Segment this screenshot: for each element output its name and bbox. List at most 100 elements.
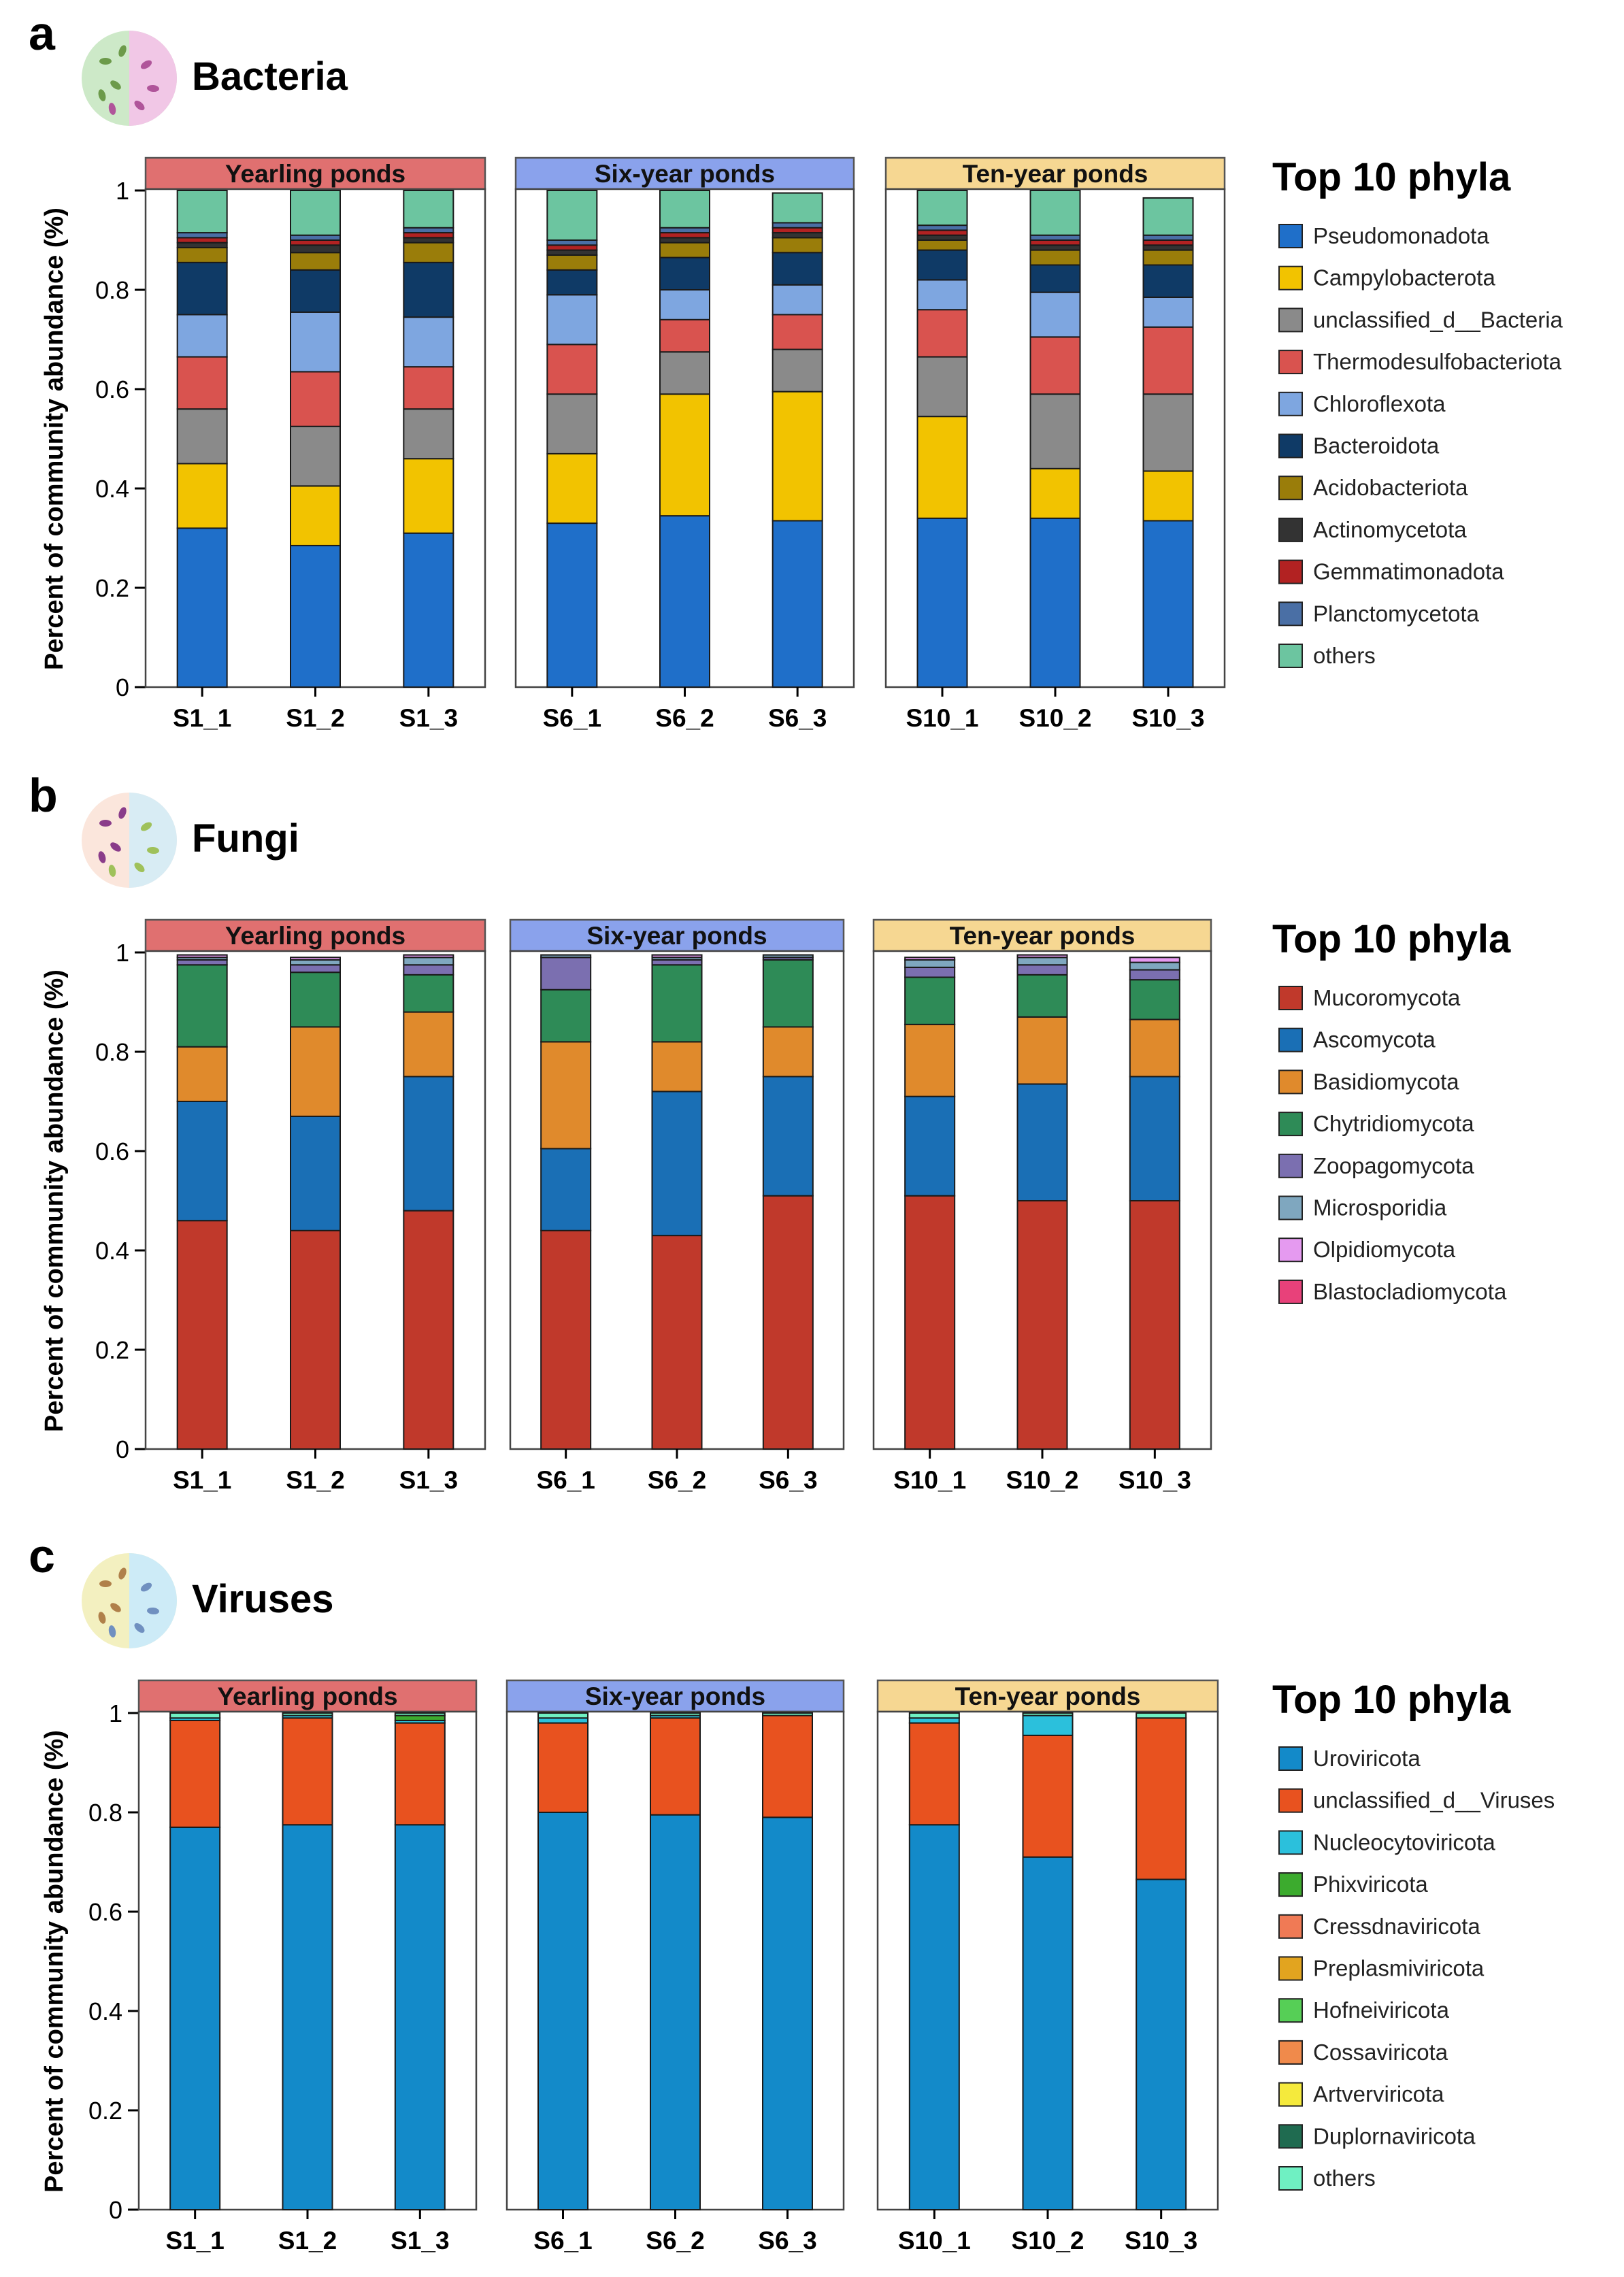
legend-swatch bbox=[1278, 1279, 1303, 1304]
facet-0: Yearling ponds S1_1 S1_2 S1_3 bbox=[144, 156, 486, 732]
bar-segment bbox=[916, 416, 968, 519]
bar-segment bbox=[403, 237, 454, 244]
icon-shape bbox=[147, 1607, 159, 1615]
facet-header bbox=[506, 1679, 845, 1713]
bar-segment bbox=[651, 954, 703, 959]
legend-swatch bbox=[1278, 2166, 1303, 2191]
bar-segment bbox=[1016, 957, 1068, 966]
bar-segment bbox=[1022, 1714, 1074, 1736]
bar-segment bbox=[176, 232, 228, 239]
bar-segment bbox=[394, 1714, 446, 1721]
bar-segment bbox=[651, 959, 703, 966]
legend-title: Top 10 phyla bbox=[1272, 917, 1511, 961]
x-tick-label: S6_2 bbox=[648, 1466, 706, 1494]
bar-segment bbox=[403, 532, 454, 688]
y-tick-label: 0.6 bbox=[88, 1898, 122, 1926]
bar-segment bbox=[659, 232, 710, 239]
bar-segment bbox=[176, 242, 228, 248]
bar-segment bbox=[1136, 1878, 1187, 2211]
facet-0: Yearling ponds S1_1 S1_2 S1_3 bbox=[137, 1679, 478, 2255]
bar-segment bbox=[762, 959, 814, 1028]
legend-entry: Actinomycetota bbox=[1313, 517, 1467, 542]
x-tick-label: S10_3 bbox=[1118, 1466, 1191, 1494]
bar-segment bbox=[537, 1812, 589, 2210]
x-tick-label: S1_2 bbox=[278, 2227, 337, 2255]
stacked-bar-S1_1 bbox=[176, 954, 228, 1450]
bar-segment bbox=[904, 1195, 956, 1450]
bar-segment bbox=[169, 1826, 221, 2210]
legend-entry: Ascomycota bbox=[1313, 1027, 1436, 1052]
bar-segment bbox=[1142, 326, 1194, 395]
y-axis: 0 0.2 0.4 0.6 0.8 1 bbox=[95, 177, 146, 701]
bar-segment bbox=[1029, 393, 1081, 469]
legend-entry: Cressdnaviricota bbox=[1313, 1914, 1480, 1939]
bar-segment bbox=[904, 1095, 956, 1197]
bar-segment bbox=[403, 261, 454, 318]
bar-segment bbox=[540, 1148, 592, 1231]
bar-segment bbox=[762, 1076, 814, 1197]
x-tick-label: S6_3 bbox=[758, 2227, 816, 2255]
bar-segment bbox=[169, 1712, 221, 1719]
legend-entry: Chytridiomycota bbox=[1313, 1111, 1474, 1136]
bar-segment bbox=[176, 954, 228, 959]
bar-segment bbox=[1129, 961, 1180, 971]
bar-segment bbox=[290, 190, 341, 236]
panel-letter: a bbox=[29, 7, 56, 60]
bar-segment bbox=[546, 239, 598, 246]
facet-header-label: Six-year ponds bbox=[595, 160, 775, 188]
legend-swatch bbox=[1278, 224, 1303, 248]
bar-segment bbox=[403, 190, 454, 229]
stacked-bar-S1_3 bbox=[403, 954, 454, 1450]
bar-segment bbox=[176, 190, 228, 234]
facet-0: Yearling ponds S1_1 S1_2 S1_3 bbox=[144, 918, 486, 1494]
bar-segment bbox=[1029, 264, 1081, 293]
icon-shape bbox=[110, 80, 121, 90]
icon-shape bbox=[108, 1625, 116, 1638]
panel-letter: b bbox=[29, 769, 58, 822]
bar-segment bbox=[403, 232, 454, 239]
icon-shape bbox=[108, 865, 116, 877]
fungi-icon bbox=[82, 793, 177, 888]
bar-segment bbox=[1029, 234, 1081, 242]
bar-segment bbox=[290, 311, 341, 373]
facet-header bbox=[137, 1679, 478, 1713]
bar-segment bbox=[403, 227, 454, 234]
bar-segment bbox=[1129, 957, 1180, 963]
bar-segment bbox=[176, 463, 228, 529]
stacked-bar-S10_2 bbox=[1029, 190, 1081, 688]
icon-shape bbox=[99, 1580, 112, 1587]
bar-segment bbox=[1129, 969, 1180, 981]
bar-segment bbox=[1142, 239, 1194, 246]
bar-segment bbox=[537, 1722, 589, 1814]
bar-segment bbox=[282, 1712, 333, 1716]
y-axis-label: Percent of community abundance (%) bbox=[40, 1730, 69, 2193]
bar-segment bbox=[904, 976, 956, 1025]
y-tick-label: 0 bbox=[116, 674, 129, 701]
y-tick-label: 0.2 bbox=[95, 574, 129, 602]
bar-segment bbox=[1029, 467, 1081, 519]
legend-swatch bbox=[1278, 1195, 1303, 1220]
icon-shape bbox=[99, 820, 112, 827]
panel-title: Bacteria bbox=[192, 54, 348, 99]
bar-segment bbox=[290, 964, 341, 974]
bar-segment bbox=[916, 234, 968, 242]
bar-segment bbox=[1142, 249, 1194, 266]
bar-segment bbox=[1029, 517, 1081, 688]
bar-segment bbox=[540, 1229, 592, 1450]
bar-segment bbox=[394, 1722, 446, 1826]
icon-shape bbox=[147, 846, 159, 854]
bar-segment bbox=[403, 242, 454, 263]
legend-entry: Basidiomycota bbox=[1313, 1069, 1459, 1094]
bar-segment bbox=[1016, 1200, 1068, 1450]
legend-swatch bbox=[1278, 265, 1303, 290]
panel-b: b Fungi Percent of community abundance (%)… bbox=[29, 769, 1511, 1494]
stacked-bar-S6_1 bbox=[540, 954, 592, 1450]
bar-segment bbox=[176, 261, 228, 316]
bar-segment bbox=[546, 190, 598, 241]
legend-swatch bbox=[1278, 1746, 1303, 1771]
stacked-bar-S1_3 bbox=[403, 190, 454, 688]
bar-segment bbox=[916, 279, 968, 311]
bar-segment bbox=[282, 1717, 333, 1826]
bar-segment bbox=[403, 458, 454, 534]
